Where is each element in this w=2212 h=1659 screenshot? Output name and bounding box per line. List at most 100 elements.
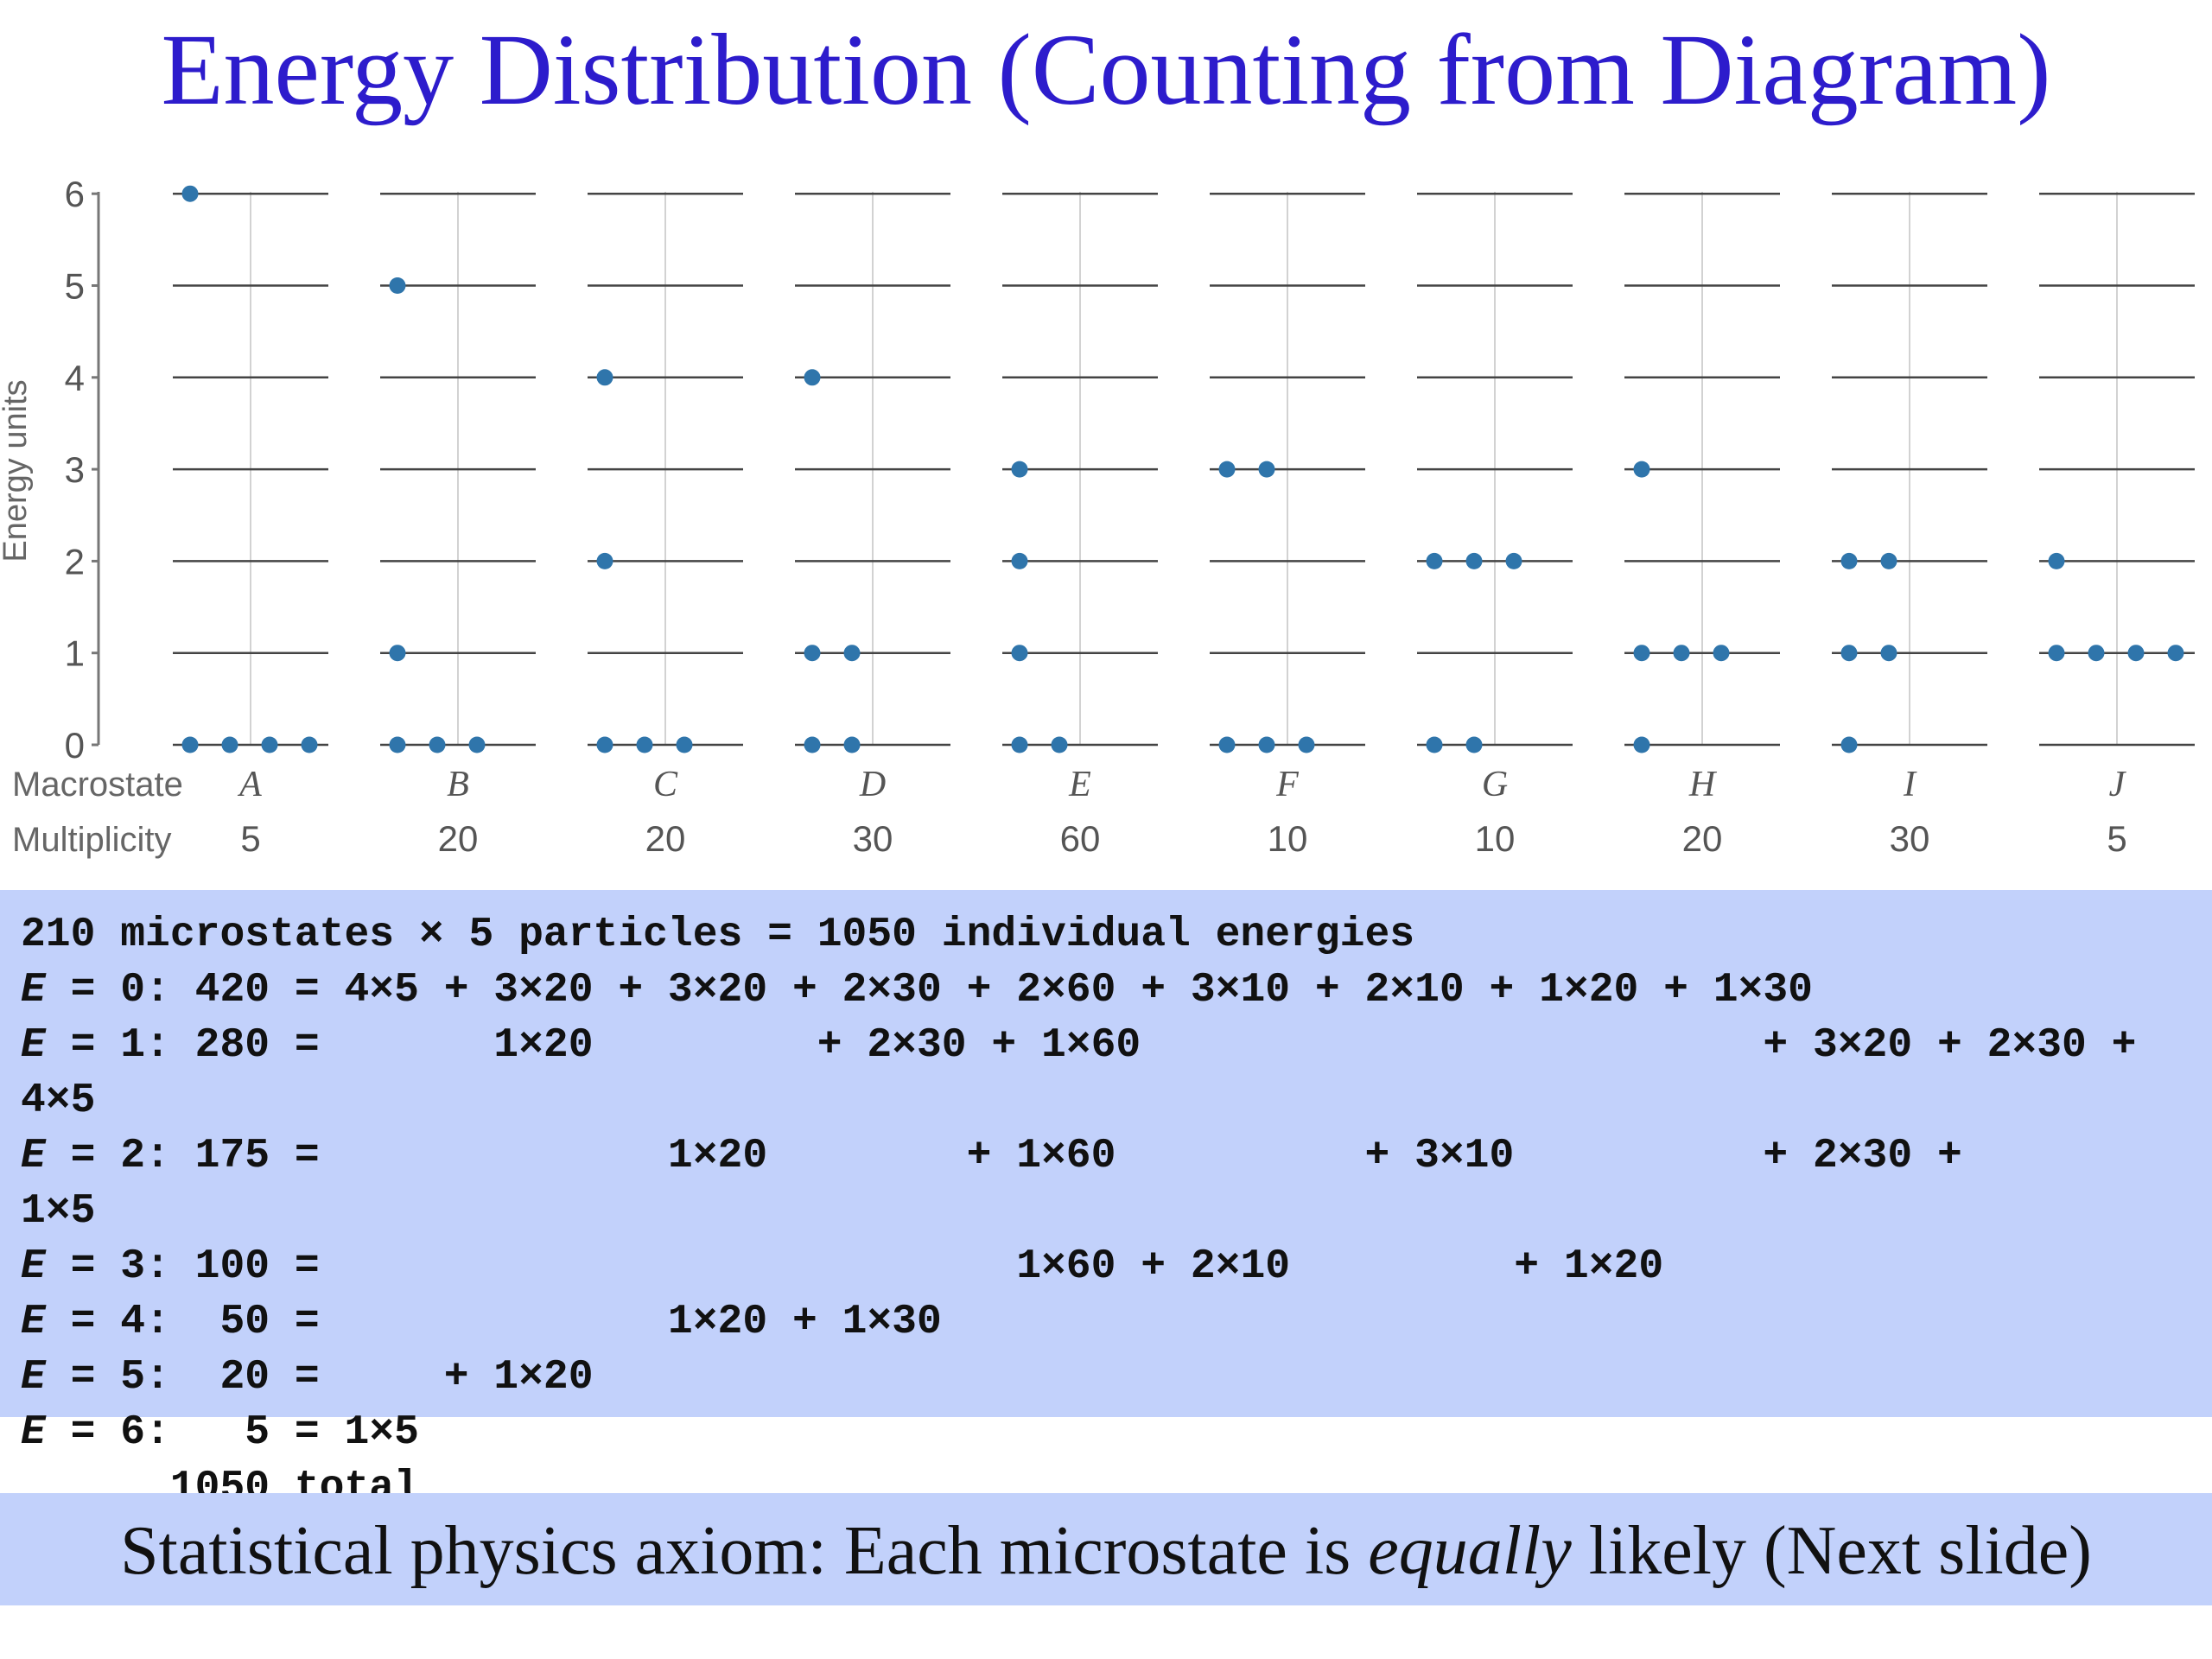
particle-dot [1298,736,1315,753]
calculation-line: 210 microstates × 5 particles = 1050 ind… [21,907,2136,963]
macrostate-column: A5 [173,185,328,859]
axiom-text-end: likely (Next slide) [1571,1513,2092,1589]
macrostate-column: E 60 [1002,192,1158,859]
particle-dot [301,736,318,753]
macrostate-column: D 30 [795,192,950,859]
macrostate-label: A [237,765,262,804]
macrostate-label: I [1903,765,1917,804]
calculation-text: 1×5 [21,1188,96,1235]
particle-dot [1633,736,1650,753]
particle-dot [261,736,278,753]
calculation-line: 1×5 [21,1184,2136,1239]
energy-symbol: E [21,1022,46,1069]
macrostate-label: J [2109,765,2127,804]
slide-title: Energy Distribution (Counting from Diagr… [161,13,2051,126]
particle-dot [1880,552,1897,569]
y-axis-label: Energy units [0,379,34,562]
macrostate-label: D [859,765,886,804]
particle-dot [596,369,613,386]
multiplicity-value: 10 [1268,818,1308,859]
macrostate-label: E [1068,765,1091,804]
energy-count-calculation: 210 microstates × 5 particles = 1050 ind… [21,907,2136,1516]
multiplicity-value: 10 [1475,818,1516,859]
particle-dot [2167,645,2184,662]
macrostate-column: J5 [2039,192,2195,859]
particle-dot [2048,645,2065,662]
axiom-highlight [0,1493,2212,1605]
particle-dot [1218,461,1236,478]
macrostate-row-label: Macrostate [12,766,183,804]
calculation-line: 4×5 [21,1073,2136,1128]
calculation-line: E = 6: 5 = 1×5 [21,1405,2136,1460]
particle-dot [468,736,486,753]
particle-dot [1426,736,1443,753]
particle-dot [221,736,238,753]
y-tick-label: 1 [65,633,85,674]
axiom-statement: Statistical physics axiom: Each microsta… [0,1503,2212,1599]
energy-symbol: E [21,1409,46,1456]
particle-dot [1218,736,1236,753]
energy-symbol: E [21,1299,46,1345]
energy-symbol: E [21,967,46,1014]
y-tick-label: 3 [65,449,85,490]
calculation-line: E = 0: 420 = 4×5 + 3×20 + 3×20 + 2×30 + … [21,963,2136,1018]
calculation-text: = 0: 420 = 4×5 + 3×20 + 3×20 + 2×30 + 2×… [45,967,1813,1014]
calculation-text: = 4: 50 = 1×20 + 1×30 [45,1299,942,1345]
particle-dot [2088,645,2105,662]
particle-dot [389,736,406,753]
particle-dot [676,736,693,753]
particle-dot [1426,552,1443,569]
axiom-text-start: Statistical physics axiom: Each microsta… [120,1513,1369,1589]
particle-dot [636,736,653,753]
particle-dot [804,736,821,753]
macrostate-label: H [1688,765,1718,804]
y-tick-label: 5 [65,266,85,307]
calculation-text: = 3: 100 = 1×60 + 2×10 + 1×20 [45,1243,1664,1290]
particle-dot [1465,552,1483,569]
macrostate-column: I 30 [1832,192,1987,859]
multiplicity-row-label: Multiplicity [12,821,171,859]
particle-dot [2048,552,2065,569]
y-ticks: 0 1 2 3 4 5 6 [65,174,99,766]
y-tick-label: 2 [65,541,85,582]
particle-dot [1840,552,1858,569]
particle-dot [1673,645,1690,662]
particle-dot [1258,461,1275,478]
particle-dot [389,277,406,294]
energy-symbol: E [21,1354,46,1401]
particle-dot [1505,552,1522,569]
macrostate-column: B 20 [380,192,536,859]
y-tick-label: 0 [65,725,85,766]
multiplicity-value: 20 [1682,818,1723,859]
calculation-line: E = 4: 50 = 1×20 + 1×30 [21,1294,2136,1350]
particle-dot [1713,645,1730,662]
calculation-text: = 1: 280 = 1×20 + 2×30 + 1×60 + 3×20 + 2… [45,1022,2137,1069]
particle-dot [1011,645,1028,662]
calculation-text: 4×5 [21,1077,96,1124]
axiom-emphasis: equally [1368,1513,1572,1589]
particle-dot [429,736,446,753]
macrostate-column: H 20 [1624,192,1780,859]
calculation-line: E = 2: 175 = 1×20 + 1×60 + 3×10 + 2×30 + [21,1128,2136,1184]
particle-dot [596,736,613,753]
energy-symbol: E [21,1243,46,1290]
macrostate-label: C [653,765,678,804]
multiplicity-value: 30 [1890,818,1930,859]
particle-dot [1840,645,1858,662]
particle-dot [1011,552,1028,569]
y-tick-label: 4 [65,358,85,398]
macrostate-label: F [1275,765,1299,804]
macrostate-label: G [1482,765,1508,804]
particle-dot [804,645,821,662]
calculation-text: 210 microstates × 5 particles = 1050 ind… [21,912,1415,958]
particle-dot [1465,736,1483,753]
particle-dot [843,645,861,662]
particle-dot [181,185,199,202]
calculation-line: E = 1: 280 = 1×20 + 2×30 + 1×60 + 3×20 +… [21,1018,2136,1073]
calculation-line: E = 5: 20 = + 1×20 [21,1350,2136,1405]
particle-dot [1633,645,1650,662]
particle-dot [1880,645,1897,662]
multiplicity-value: 60 [1060,818,1101,859]
